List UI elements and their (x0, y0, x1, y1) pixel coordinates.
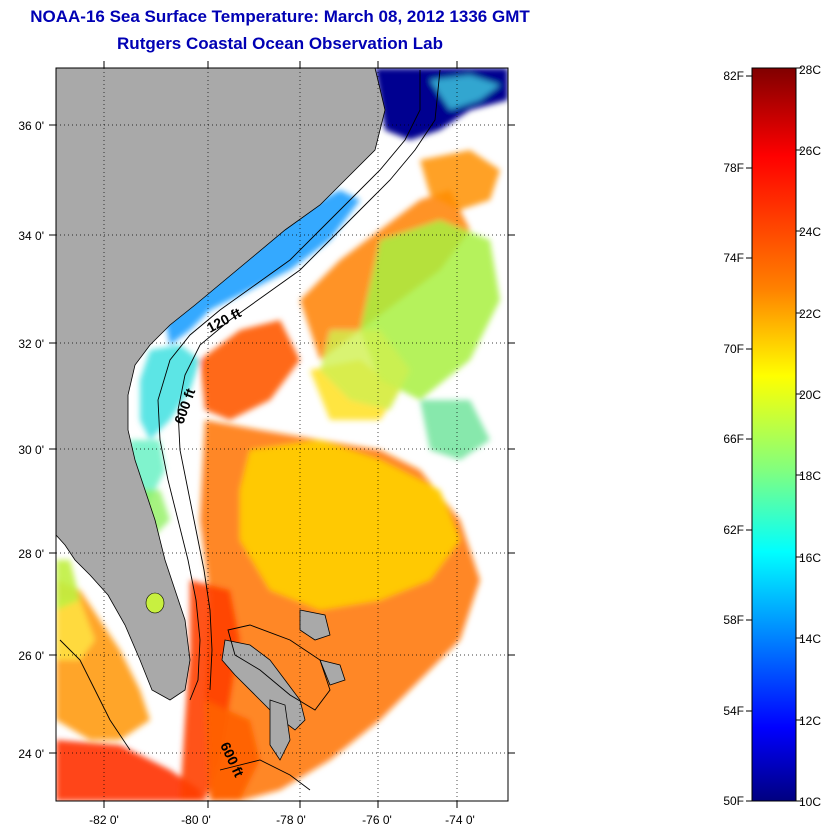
colorbar-c-label: 12C (799, 714, 821, 728)
colorbar-f-label: 58F (723, 613, 744, 627)
lat-tick-label: 30 0' (18, 443, 44, 457)
land-mass (56, 68, 386, 761)
colorbar-c-label: 10C (799, 795, 821, 809)
lon-tick-label: -82 0' (89, 813, 119, 827)
lake-okeechobee (145, 592, 165, 614)
lon-tick-label: -78 0' (276, 813, 306, 827)
lon-tick-label: -74 0' (445, 813, 475, 827)
colorbar-f-label: 82F (723, 69, 744, 83)
colorbar-f-label: 50F (723, 794, 744, 808)
colorbar-c-label: 16C (799, 551, 821, 565)
lat-tick-label: 26 0' (18, 649, 44, 663)
colorbar-c-label: 28C (799, 63, 821, 77)
colorbar-f-label: 78F (723, 161, 744, 175)
colorbar-c-label: 24C (799, 225, 821, 239)
lat-tick-label: 32 0' (18, 337, 44, 351)
lon-tick-label: -76 0' (362, 813, 392, 827)
map-frame (55, 67, 509, 802)
lat-tick-label: 24 0' (18, 747, 44, 761)
bathymetry-contours (59, 69, 441, 791)
map-title: NOAA-16 Sea Surface Temperature: March 0… (30, 7, 530, 26)
colorbar-f-label: 62F (723, 523, 744, 537)
colorbar (751, 67, 797, 802)
graticule (56, 68, 508, 801)
colorbar-c-label: 20C (799, 388, 821, 402)
colorbar-c-label: 22C (799, 307, 821, 321)
colorbar-f-label: 74F (723, 251, 744, 265)
sst-map: 120 ft 600 ft 600 ft (56, 68, 508, 801)
colorbar-f-label: 54F (723, 704, 744, 718)
colorbar-c-label: 14C (799, 632, 821, 646)
colorbar-f-label: 66F (723, 432, 744, 446)
colorbar-ticks (746, 67, 802, 802)
colorbar-c-label: 18C (799, 469, 821, 483)
map-ticks (49, 61, 515, 808)
lat-tick-label: 28 0' (18, 547, 44, 561)
lat-tick-label: 34 0' (18, 229, 44, 243)
colorbar-f-label: 70F (723, 342, 744, 356)
map-subtitle: Rutgers Coastal Ocean Observation Lab (117, 34, 443, 53)
lat-tick-label: 36 0' (18, 119, 44, 133)
colorbar-c-label: 26C (799, 144, 821, 158)
lon-tick-label: -80 0' (181, 813, 211, 827)
